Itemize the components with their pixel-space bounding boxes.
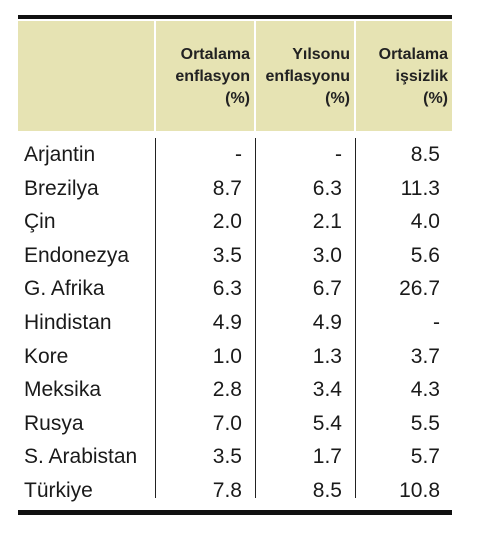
value-cell: 1.0	[212, 344, 242, 368]
value-cell: 3.5	[212, 445, 242, 469]
row-label: Kore	[24, 344, 69, 368]
value-cell: 4.3	[410, 378, 440, 402]
header-cell	[356, 21, 452, 131]
header-line: Ortalama	[180, 46, 250, 63]
row-label: G. Afrika	[24, 277, 105, 301]
value-cell: 4.0	[410, 210, 440, 234]
value-cell: 4.9	[312, 311, 342, 334]
column-divider	[155, 138, 156, 498]
header-line: işsizlik	[395, 68, 448, 85]
value-cell: 6.3	[312, 176, 342, 200]
value-cell: 7.0	[212, 411, 242, 435]
value-cell: 3.4	[312, 378, 342, 402]
row-label: Rusya	[24, 411, 84, 435]
header-line: (%)	[325, 90, 350, 107]
value-cell: -	[335, 143, 342, 166]
header-cell	[256, 21, 354, 131]
value-cell: 7.8	[212, 479, 242, 502]
value-cell: 4.9	[212, 311, 242, 334]
column-header: Yılsonu enflasyonu (%)	[266, 44, 350, 110]
value-cell: 2.1	[312, 210, 342, 234]
value-cell: -	[433, 311, 440, 334]
header-line: enflasyon	[175, 68, 250, 85]
column-divider	[255, 138, 256, 498]
row-label: S. Arabistan	[24, 445, 138, 469]
value-cell: 26.7	[399, 277, 440, 301]
row-label: Endonezya	[24, 243, 130, 267]
header-line: enflasyonu	[265, 68, 350, 85]
value-cell: 6.3	[212, 277, 242, 301]
column-header: Ortalama işsizlik (%)	[379, 44, 448, 110]
value-cell: 8.7	[212, 176, 242, 200]
value-cell: 5.4	[312, 411, 342, 435]
value-cell: 2.8	[212, 378, 242, 402]
top-rule	[18, 15, 452, 19]
row-label: Çin	[24, 210, 56, 234]
value-cell: 1.7	[312, 445, 342, 469]
value-cell: 8.5	[410, 143, 440, 166]
header-cell	[18, 21, 154, 131]
value-cell: 1.3	[312, 344, 342, 368]
row-label: Türkiye	[24, 479, 93, 502]
bottom-rule	[18, 510, 452, 515]
value-cell: -	[235, 143, 242, 166]
row-label: Meksika	[24, 378, 102, 402]
value-cell: 5.5	[410, 411, 440, 435]
header-line: (%)	[225, 90, 250, 107]
header-line: Ortalama	[378, 46, 448, 63]
header-cell	[156, 21, 254, 131]
column-divider	[355, 138, 356, 498]
value-cell: 10.8	[399, 479, 440, 502]
value-cell: 11.3	[400, 176, 440, 200]
value-cell: 3.7	[410, 344, 440, 368]
value-cell: 3.0	[312, 243, 342, 267]
row-label: Hindistan	[24, 311, 112, 334]
value-cell: 8.5	[312, 479, 342, 502]
header-line: (%)	[423, 90, 448, 107]
value-cell: 5.6	[410, 243, 440, 267]
value-cell: 5.7	[410, 445, 440, 469]
value-cell: 2.0	[212, 210, 242, 234]
row-label: Arjantin	[24, 143, 96, 166]
column-header: Ortalama enflasyon (%)	[175, 44, 250, 110]
value-cell: 6.7	[312, 277, 342, 301]
row-label: Brezilya	[24, 176, 99, 200]
header-line: Yılsonu	[292, 46, 350, 63]
value-cell: 3.5	[212, 243, 242, 267]
